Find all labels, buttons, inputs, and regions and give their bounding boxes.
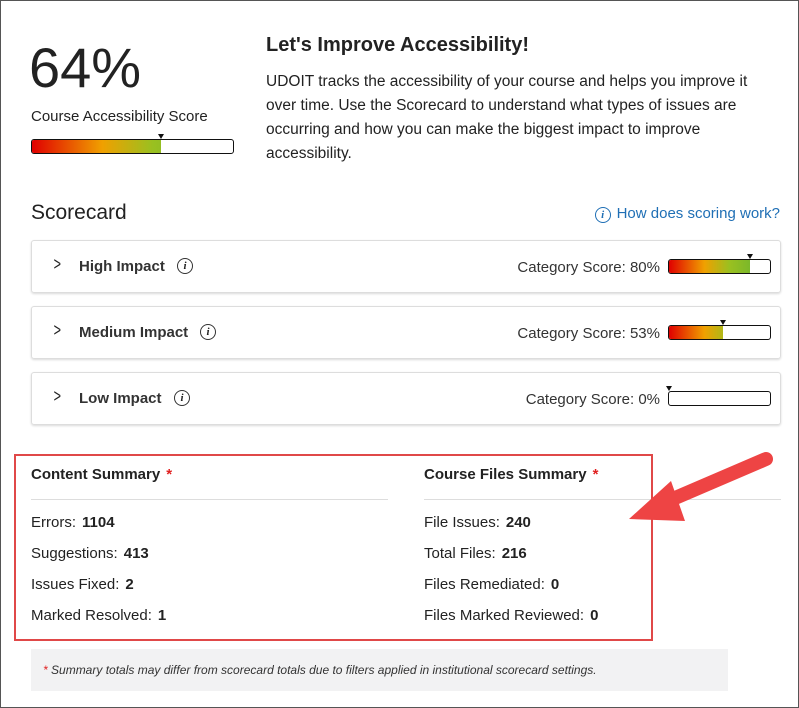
score-label: Category Score: — [525, 391, 635, 408]
info-icon: i — [200, 324, 216, 340]
summary-title-text: Course Files Summary — [424, 466, 587, 483]
score-bar — [668, 320, 771, 340]
score-bar — [668, 254, 771, 274]
divider — [424, 499, 781, 500]
row-label: Files Marked Reviewed: — [424, 607, 585, 624]
note: * Summary totals may differ from scoreca… — [31, 649, 728, 691]
row-value: 0 — [550, 576, 560, 593]
chevron: > — [53, 254, 61, 274]
score-value: 80% — [629, 259, 660, 276]
arrow — [629, 452, 773, 521]
note-text: Summary totals may differ from scorecard… — [51, 663, 597, 677]
info-icon: i — [177, 258, 193, 274]
chevron: > — [53, 386, 61, 406]
summary-row: Files Remediated: 0 — [424, 576, 559, 593]
category-card[interactable]: > Low Impact i Category Score: 0% — [31, 372, 781, 425]
divider — [31, 499, 388, 500]
row-value: 2 — [125, 576, 134, 593]
row-value: 1104 — [82, 514, 115, 531]
category-name: High Impact — [79, 258, 165, 275]
summary-row: Files Marked Reviewed: 0 — [424, 607, 598, 624]
summary-row: File Issues: 240 — [424, 514, 531, 531]
score-value: 53% — [629, 325, 660, 342]
summary-row: Marked Resolved: 1 — [31, 607, 166, 624]
highlight-box — [14, 454, 653, 641]
intro-title: Let's Improve Accessibility! — [266, 34, 529, 56]
score-marker — [719, 320, 726, 325]
help-link-text[interactable]: How does scoring work? — [616, 205, 780, 222]
summary-row: Total Files: 216 — [424, 545, 527, 562]
category-name: Low Impact — [79, 390, 162, 407]
intro-text: UDOIT tracks the accessibility of your c… — [266, 73, 748, 162]
arrow-head — [629, 481, 685, 521]
info-icon: i — [594, 207, 611, 223]
score-fill — [669, 260, 750, 273]
info-icon: i — [174, 390, 190, 406]
category-name: Medium Impact — [79, 324, 189, 341]
score-marker — [666, 386, 672, 391]
scorecard-title: Scorecard — [31, 201, 127, 224]
summary-row: Suggestions: 413 — [31, 545, 149, 562]
score-label: Category Score: — [517, 259, 626, 276]
summary-row: Issues Fixed: 2 — [31, 576, 134, 593]
category-card[interactable]: > Medium Impact i Category Score: 53% — [31, 306, 781, 359]
category-card[interactable]: > High Impact i Category Score: 80% — [31, 240, 781, 293]
required-asterisk: * — [166, 466, 173, 483]
row-value: 0 — [590, 607, 599, 624]
category-score: Category Score: 0% — [526, 391, 660, 408]
row-value: 216 — [501, 545, 527, 562]
row-label: Issues Fixed: — [31, 576, 120, 593]
row-label: Total Files: — [424, 545, 496, 562]
row-label: Marked Resolved: — [31, 607, 152, 624]
score-marker — [157, 134, 164, 139]
score-bar — [666, 386, 771, 406]
score-marker — [746, 254, 753, 259]
summary-title: Course Files Summary * — [424, 466, 598, 483]
score-fill — [32, 140, 161, 153]
arrow-shaft — [654, 452, 773, 511]
score-value: 64% — [29, 36, 142, 99]
required-asterisk: * — [592, 466, 599, 483]
row-label: Suggestions: — [31, 545, 118, 562]
summary-row: Errors: 1104 — [31, 514, 115, 531]
score-bar — [31, 134, 234, 154]
summary-title: Content Summary * — [31, 466, 172, 483]
row-value: 1 — [157, 607, 167, 624]
category-score: Category Score: 53% — [517, 325, 660, 342]
chevron: > — [53, 320, 61, 340]
score-caption: Course Accessibility Score — [31, 108, 208, 125]
row-label: Errors: — [31, 514, 76, 531]
score-value: 0% — [638, 391, 660, 408]
score-fill — [669, 326, 723, 339]
category-score: Category Score: 80% — [517, 259, 660, 276]
row-label: File Issues: — [424, 514, 500, 531]
row-value: 240 — [505, 514, 531, 531]
row-label: Files Remediated: — [424, 576, 545, 593]
summary-title-text: Content Summary — [31, 466, 161, 483]
score-label: Category Score: — [517, 325, 626, 342]
row-value: 413 — [123, 545, 149, 562]
help-link[interactable]: i How does scoring work? — [594, 205, 780, 223]
